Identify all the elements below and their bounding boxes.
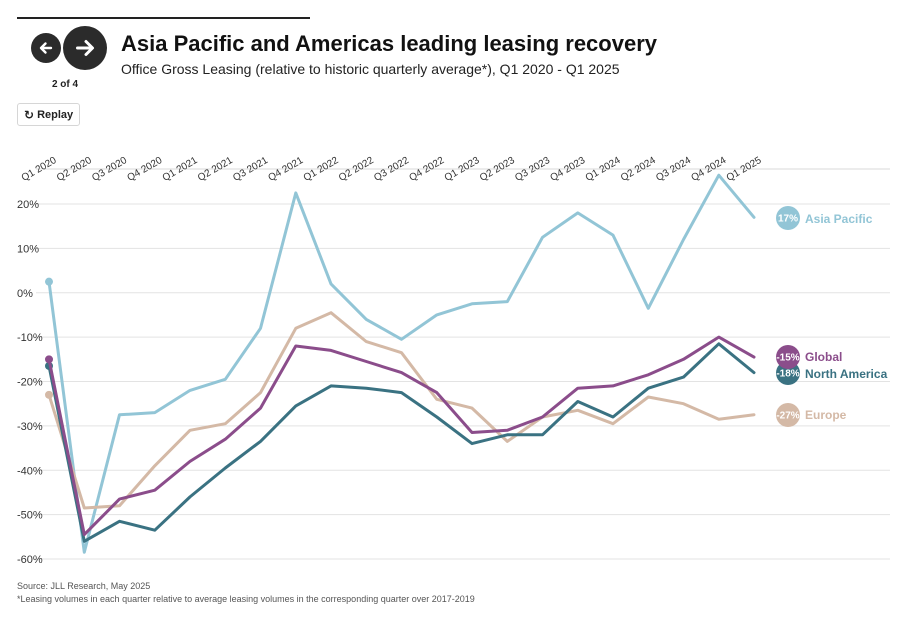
series-line-global	[47, 335, 756, 537]
y-tick-label: 0%	[17, 288, 33, 300]
series-start-point	[45, 390, 53, 399]
y-tick-label: -30%	[17, 421, 43, 433]
end-value-label: 17%	[778, 214, 798, 225]
chart-subtitle: Office Gross Leasing (relative to histor…	[121, 61, 620, 77]
previous-button[interactable]	[31, 33, 61, 63]
next-button[interactable]	[63, 26, 107, 70]
y-tick-label: 10%	[17, 243, 39, 255]
arrow-right-icon	[76, 40, 94, 56]
y-tick-label: -60%	[17, 554, 43, 566]
page-count: 2 of 4	[51, 79, 79, 90]
series-name-label: Europe	[805, 408, 847, 422]
end-value-label: -18%	[776, 369, 799, 380]
y-tick-label: 20%	[17, 199, 39, 211]
end-value-badge	[776, 403, 800, 427]
series-name-label: Global	[805, 350, 842, 364]
series-name-label: North America	[805, 367, 888, 381]
y-tick-label: -50%	[17, 510, 43, 522]
line-chart: 20%10%0%-10%-20%-30%-40%-50%-60%Q1 2020Q…	[17, 155, 890, 566]
chart-title: Asia Pacific and Americas leading leasin…	[121, 31, 657, 56]
end-value-badge	[776, 206, 800, 230]
series-line-europe	[47, 311, 756, 510]
end-value-badge	[776, 345, 800, 369]
series-line-asia-pacific	[47, 173, 756, 554]
arrow-left-icon	[39, 42, 53, 54]
y-tick-label: -10%	[17, 332, 43, 344]
y-tick-label: -20%	[17, 377, 43, 389]
source-note: Source: JLL Research, May 2025	[17, 581, 151, 591]
series-line-north-america	[47, 342, 756, 543]
replay-label: Replay	[37, 108, 74, 121]
series-name-label: Asia Pacific	[805, 212, 873, 226]
footnote: *Leasing volumes in each quarter relativ…	[17, 594, 475, 604]
series-start-point	[45, 277, 53, 286]
series-start-point	[45, 355, 53, 364]
y-tick-label: -40%	[17, 465, 43, 477]
end-value-label: -15%	[776, 353, 799, 364]
replay-button[interactable]: ↻ Replay	[17, 103, 81, 126]
replay-icon: ↻	[24, 107, 35, 122]
top-rule	[17, 17, 310, 19]
end-value-label: -27%	[776, 411, 799, 422]
